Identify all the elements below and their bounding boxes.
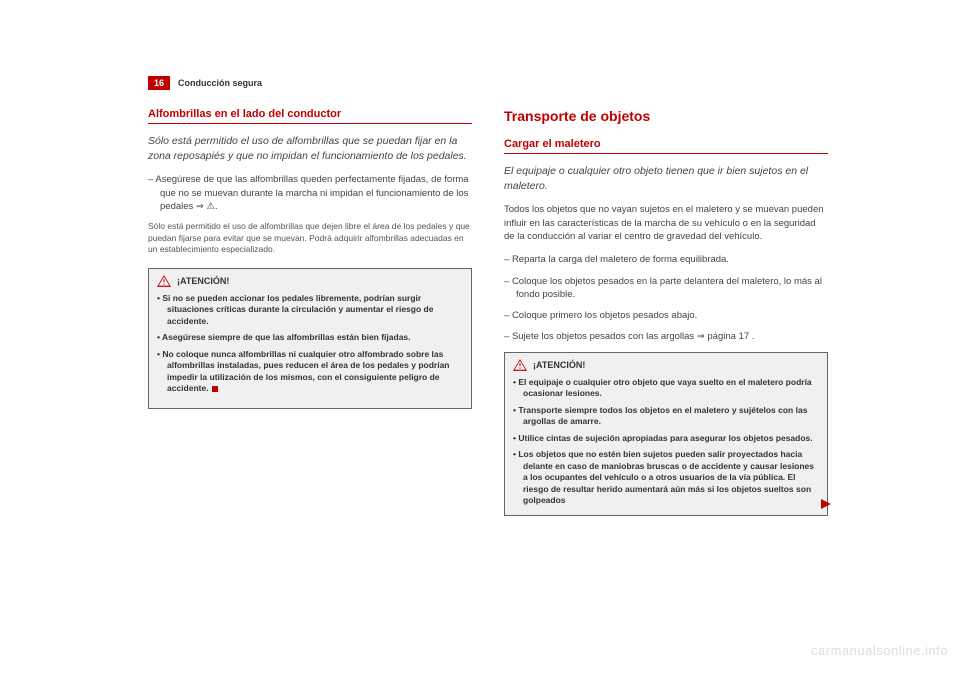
right-intro: El equipaje o cualquier otro objeto tien… [504,164,828,193]
right-warn-bullet-3: Utilice cintas de sujeción apropiadas pa… [513,433,819,444]
manual-page: 16 Conducción segura Alfombrillas en el … [148,76,828,516]
warning-header-right: ¡ATENCIÓN! [513,359,819,371]
warning-header: ¡ATENCIÓN! [157,275,463,287]
end-marker-icon [212,386,218,392]
warning-title-right: ¡ATENCIÓN! [533,359,585,371]
page-header: 16 Conducción segura [148,76,828,90]
section-name: Conducción segura [178,78,262,88]
right-warn-bullet-2: Transporte siempre todos los objetos en … [513,405,819,428]
left-warn-bullet-1: Si no se pueden accionar los pedales lib… [157,293,463,327]
left-subsection-title: Alfombrillas en el lado del conductor [148,108,472,124]
left-fine-text: Sólo está permitido el uso de alfombrill… [148,221,472,255]
watermark-text: carmanualsonline.info [811,643,948,658]
left-list-item-1: Asegúrese de que las alfombrillas queden… [148,173,472,213]
left-warning-box: ¡ATENCIÓN! Si no se pueden accionar los … [148,268,472,409]
left-warn-bullet-3: No coloque nunca alfombrillas ni cualqui… [157,349,463,395]
warning-triangle-icon [513,359,527,371]
right-section-title: Transporte de objetos [504,108,828,124]
right-body: Todos los objetos que no vayan sujetos e… [504,203,828,243]
content-columns: Alfombrillas en el lado del conductor Só… [148,108,828,516]
left-intro: Sólo está permitido el uso de alfombrill… [148,134,472,163]
left-warn-bullet-3-text: No coloque nunca alfombrillas ni cualqui… [162,349,449,393]
right-warning-box: ¡ATENCIÓN! El equipaje o cualquier otro … [504,352,828,516]
right-list-4: Sujete los objetos pesados con las argol… [504,330,828,343]
right-warn-bullet-1: El equipaje o cualquier otro objeto que … [513,377,819,400]
warning-title: ¡ATENCIÓN! [177,275,229,287]
page-number-tab: 16 [148,76,170,90]
left-column: Alfombrillas en el lado del conductor Só… [148,108,472,516]
right-warn-bullet-4: Los objetos que no estén bien sujetos pu… [513,449,819,506]
right-list-2: Coloque los objetos pesados en la parte … [504,275,828,302]
warning-triangle-icon [157,275,171,287]
right-column: Transporte de objetos Cargar el maletero… [504,108,828,516]
right-subsection-title: Cargar el maletero [504,138,828,154]
right-list-3: Coloque primero los objetos pesados abaj… [504,309,828,322]
continue-arrow-icon [821,499,831,509]
right-list-1: Reparta la carga del maletero de forma e… [504,253,828,266]
left-warn-bullet-2: Asegúrese siempre de que las alfombrilla… [157,332,463,343]
